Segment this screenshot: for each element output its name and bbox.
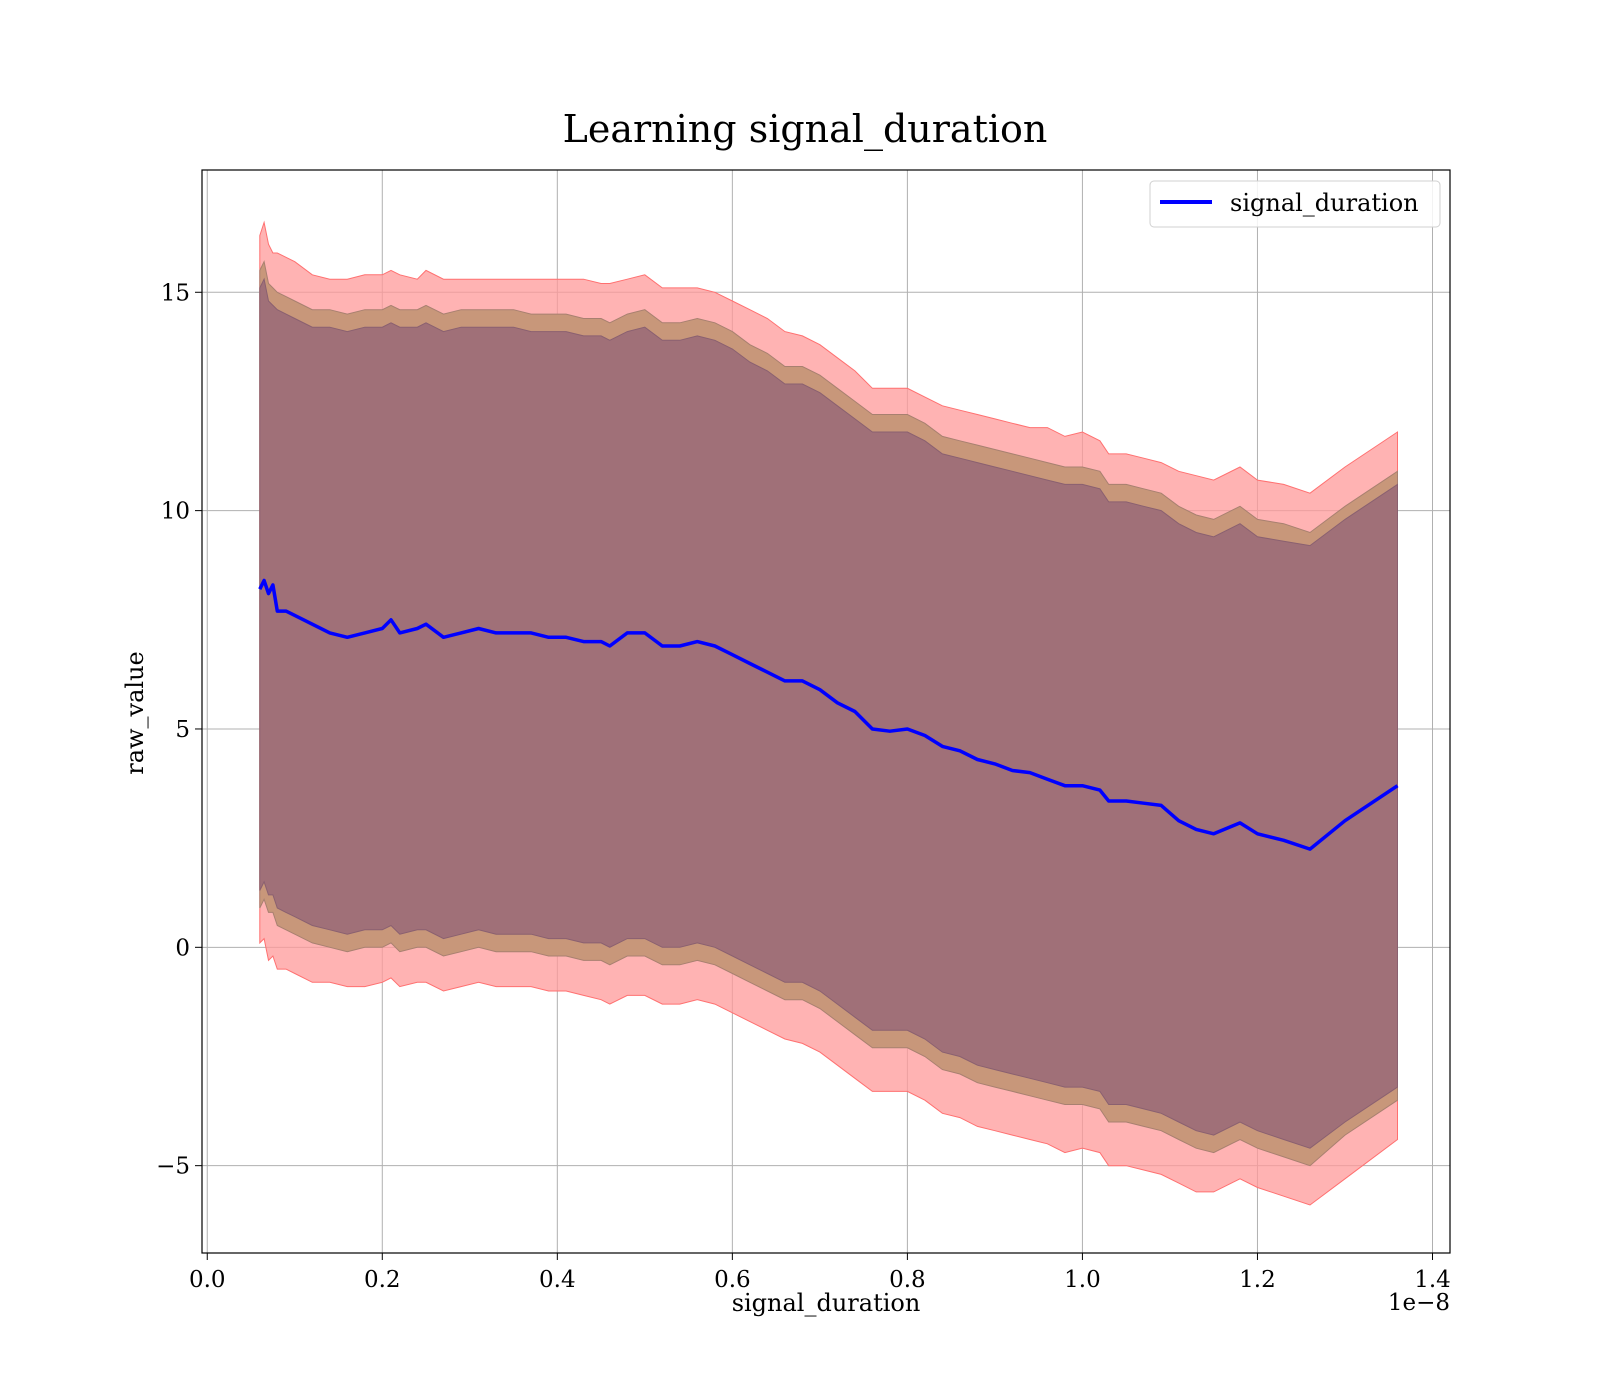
y-tick-label: 15: [161, 280, 190, 306]
series-line-signal-duration: [258, 578, 1399, 851]
y-axis-ticks: −5 0 5 10 15: [156, 280, 202, 1180]
x-tick-label: 1.2: [1239, 1267, 1276, 1293]
x-tick-label: 1.0: [1064, 1267, 1101, 1293]
plot-frame: [201, 169, 1451, 1254]
x-tick-label: 0.4: [539, 1267, 576, 1293]
chart-title: Learning signal_duration: [563, 107, 1048, 152]
x-tick-label: 0.8: [889, 1267, 926, 1293]
x-tick-label: 0.0: [189, 1267, 226, 1293]
y-tick-label: 0: [175, 935, 190, 961]
confidence-bands: [259, 220, 1398, 1206]
legend-label: signal_duration: [1230, 189, 1419, 217]
y-axis-label: raw_value: [121, 651, 149, 775]
x-tick-label: 0.2: [364, 1267, 401, 1293]
y-tick-label: 5: [175, 717, 190, 743]
legend: signal_duration: [1149, 180, 1441, 228]
x-tick-label: 1.4: [1414, 1267, 1451, 1293]
x-offset-label: 1e−8: [1388, 1290, 1450, 1316]
x-axis-ticks: 0.0 0.2 0.4 0.6 0.8 1.0 1.2 1.4: [189, 1253, 1451, 1293]
x-axis-label: signal_duration: [732, 1289, 921, 1317]
series-lines: [258, 578, 1399, 851]
y-tick-label: 10: [161, 499, 190, 525]
y-tick-label: −5: [156, 1154, 190, 1180]
legend-box: [1149, 180, 1441, 228]
x-tick-label: 0.6: [714, 1267, 751, 1293]
inner-confidence-band: [259, 277, 1398, 1149]
